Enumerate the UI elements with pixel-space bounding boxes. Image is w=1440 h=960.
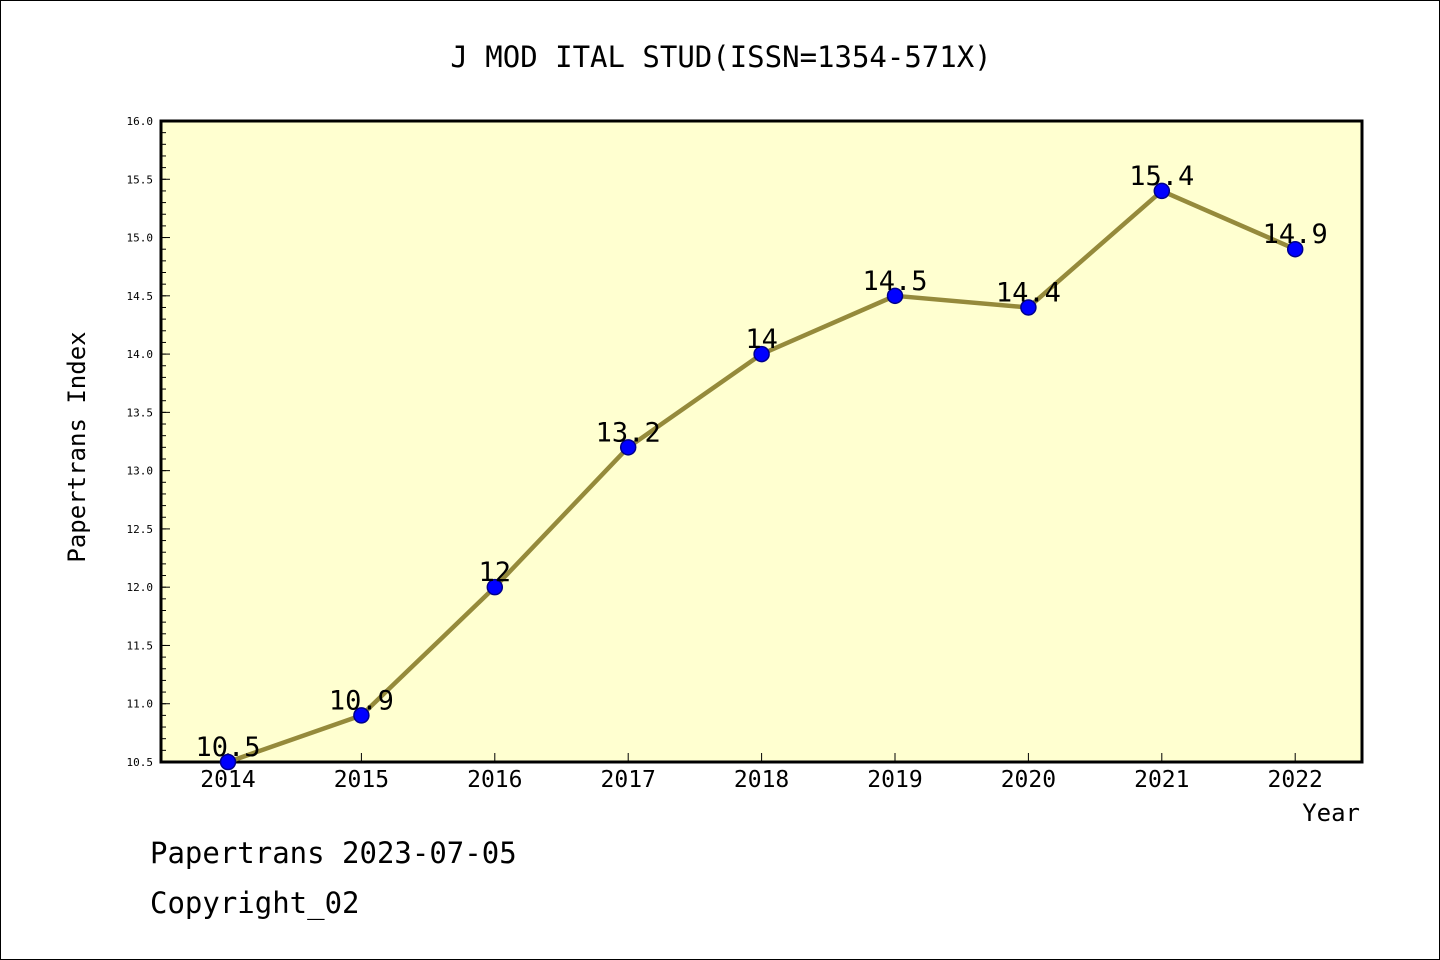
y-tick-label: 11.0 [127,698,154,711]
data-point [353,707,370,724]
y-tick-label: 15.5 [127,173,154,186]
x-tick-label: 2014 [200,767,255,793]
x-tick-label: 2018 [734,767,789,793]
x-tick-label: 2020 [1001,767,1056,793]
x-tick-label: 2017 [601,767,656,793]
data-point [1153,182,1171,200]
x-tick-label: 2022 [1268,767,1323,793]
y-tick-label: 12.5 [127,523,154,536]
y-tick-label: 16.0 [127,115,154,128]
data-label: 10.9 [329,685,394,716]
y-tick-label: 13.5 [127,406,154,419]
data-label: 14 [745,324,778,355]
data-point [886,287,904,305]
y-tick-label: 10.5 [127,756,154,769]
data-point [486,578,504,596]
x-tick-label: 2021 [1134,767,1189,793]
data-label: 10.5 [195,732,260,763]
y-tick-label: 15.0 [127,232,154,245]
series-layer: 10.5 10.9 12 13.2 14 14.5 14.4 15.4 14.9 [195,161,1328,771]
plot-area [159,119,1364,764]
y-axis: 10.5 11.0 11.5 12.0 12.5 13.0 13.5 14.0 14.5 15.0… [127,115,170,769]
x-tick-label: 2019 [867,767,922,793]
footer-copyright-text: Copyright_02 [150,886,360,920]
x-axis-label: Year [1302,799,1360,827]
data-point [1020,299,1037,316]
data-label: 13.2 [596,417,661,448]
data-label: 14.5 [862,266,927,297]
data-label: 14.4 [996,277,1061,308]
y-tick-label: 12.0 [127,581,154,594]
x-tick-label: 2016 [467,767,522,793]
data-point [1286,240,1304,258]
y-tick-label: 11.5 [127,639,154,652]
y-axis-label: Papertrans Index [63,331,91,562]
data-point [619,439,637,456]
x-axis: 2014 2015 2016 2017 2018 2019 2020 2021 2022 [200,753,1323,793]
y-tick-label: 14.0 [127,348,154,361]
footer-date-text: Papertrans 2023-07-05 [150,836,517,870]
data-point [753,345,770,363]
data-label: 15.4 [1129,161,1194,192]
chart-title: J MOD ITAL STUD(ISSN=1354-571X) [450,40,991,74]
data-point [219,753,237,771]
y-tick-label: 14.5 [127,290,154,303]
x-tick-label: 2015 [334,767,389,793]
data-label: 12 [479,557,512,588]
data-label: 14.9 [1263,219,1328,250]
y-tick-label: 13.0 [127,465,154,478]
